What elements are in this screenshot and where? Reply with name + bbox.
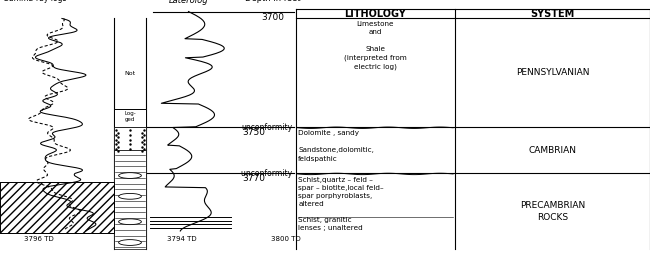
Ellipse shape bbox=[118, 173, 142, 179]
Text: PRECAMBRIAN
ROCKS: PRECAMBRIAN ROCKS bbox=[520, 201, 585, 222]
Text: Dolomite , sandy

Sandstone,dolomitic,
feldspathic: Dolomite , sandy Sandstone,dolomitic, fe… bbox=[298, 130, 374, 162]
Ellipse shape bbox=[118, 219, 142, 225]
Text: Not: Not bbox=[124, 72, 136, 76]
Text: CAMBRIAN: CAMBRIAN bbox=[528, 146, 577, 155]
Text: Schist, granitic
lenses ; unaltered: Schist, granitic lenses ; unaltered bbox=[298, 217, 363, 231]
Ellipse shape bbox=[118, 240, 142, 245]
Text: 3796 TD: 3796 TD bbox=[24, 236, 54, 242]
Text: Limestone
and

Shale
(interpreted from
electric log): Limestone and Shale (interpreted from el… bbox=[344, 21, 407, 70]
Text: LITHOLOGY: LITHOLOGY bbox=[344, 9, 406, 19]
Text: 3770: 3770 bbox=[242, 174, 265, 183]
Text: Schist,quartz – feld –
spar – biotite,local feld–
spar porphyroblasts,
altered: Schist,quartz – feld – spar – biotite,lo… bbox=[298, 177, 384, 207]
Text: 3794 TD: 3794 TD bbox=[167, 236, 197, 242]
Bar bbox=[0, 182, 114, 233]
Text: Depth in feet: Depth in feet bbox=[245, 0, 301, 3]
Text: 3800 TD: 3800 TD bbox=[271, 236, 301, 242]
Text: SYSTEM: SYSTEM bbox=[530, 9, 575, 19]
Text: Laterolog: Laterolog bbox=[169, 0, 208, 5]
Text: 3750: 3750 bbox=[242, 128, 265, 137]
Text: PENNSYLVANIAN: PENNSYLVANIAN bbox=[515, 68, 590, 77]
Text: 3700: 3700 bbox=[261, 13, 285, 22]
Text: unconformity: unconformity bbox=[241, 122, 292, 132]
Text: Spontaneous –
potential and
Gamma-ray logs: Spontaneous – potential and Gamma-ray lo… bbox=[3, 0, 67, 3]
Ellipse shape bbox=[118, 193, 142, 199]
Bar bbox=[114, 150, 146, 250]
Bar bbox=[114, 109, 146, 127]
Text: — unconformity: — unconformity bbox=[231, 169, 292, 178]
Bar bbox=[114, 127, 146, 150]
Text: Log-
ged: Log- ged bbox=[124, 111, 136, 122]
